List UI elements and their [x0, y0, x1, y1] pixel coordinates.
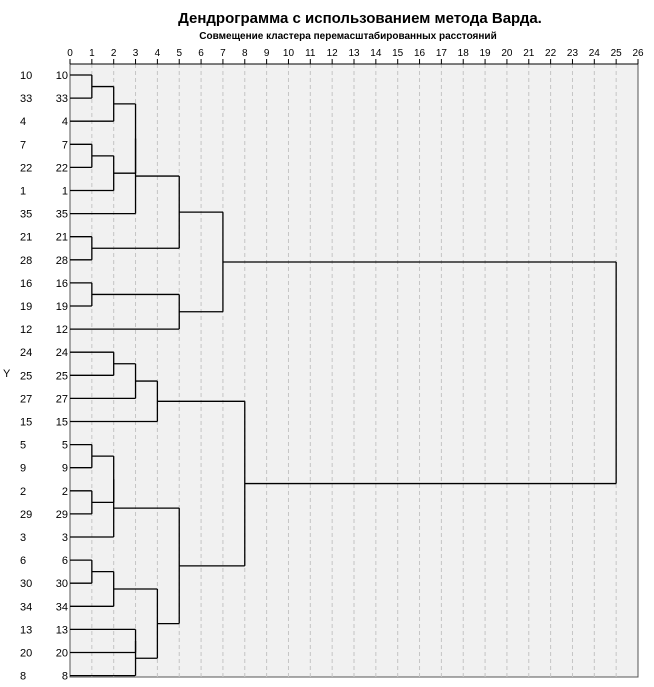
- x-tick-label: 8: [242, 48, 248, 59]
- x-tick-label: 10: [283, 48, 295, 59]
- leaf-label-outer: 25: [20, 370, 32, 382]
- x-tick-label: 5: [176, 48, 182, 59]
- x-tick-label: 17: [436, 48, 448, 59]
- leaf-label-inner: 10: [56, 70, 68, 82]
- x-tick-label: 21: [523, 48, 535, 59]
- leaf-label-outer: 33: [20, 93, 32, 105]
- leaf-label-inner: 35: [56, 209, 68, 221]
- leaf-label-inner: 20: [56, 648, 68, 660]
- leaf-label-outer: 30: [20, 578, 32, 590]
- leaf-label-inner: 29: [56, 509, 68, 521]
- leaf-label-inner: 4: [62, 116, 68, 128]
- leaf-label-inner: 5: [62, 440, 68, 452]
- x-tick-label: 0: [67, 48, 73, 59]
- leaf-label-inner: 30: [56, 578, 68, 590]
- leaf-label-inner: 28: [56, 255, 68, 267]
- x-tick-label: 22: [545, 48, 557, 59]
- leaf-label-outer: 9: [20, 463, 26, 475]
- x-tick-label: 25: [611, 48, 623, 59]
- leaf-label-inner: 2: [62, 486, 68, 498]
- leaf-label-outer: 8: [20, 671, 26, 683]
- x-tick-label: 23: [567, 48, 579, 59]
- leaf-label-inner: 12: [56, 324, 68, 336]
- leaf-label-outer: 7: [20, 139, 26, 151]
- x-tick-label: 7: [220, 48, 226, 59]
- x-tick-label: 14: [370, 48, 382, 59]
- leaf-label-inner: 9: [62, 463, 68, 475]
- chart-title: Дендрограмма с использованием метода Вар…: [178, 10, 542, 27]
- leaf-label-outer: 15: [20, 417, 32, 429]
- leaf-label-outer: 21: [20, 232, 32, 244]
- leaf-label-inner: 16: [56, 278, 68, 290]
- x-tick-label: 2: [111, 48, 117, 59]
- leaf-label-inner: 25: [56, 370, 68, 382]
- plot-area: [69, 63, 639, 678]
- leaf-label-inner: 22: [56, 162, 68, 174]
- x-tick-label: 1: [89, 48, 95, 59]
- leaf-label-outer: 5: [20, 440, 26, 452]
- leaf-label-inner: 19: [56, 301, 68, 313]
- leaf-label-outer: 19: [20, 301, 32, 313]
- leaf-label-outer: 12: [20, 324, 32, 336]
- x-tick-label: 18: [458, 48, 470, 59]
- leaf-label-inner: 21: [56, 232, 68, 244]
- leaf-label-inner: 3: [62, 532, 68, 544]
- x-tick-label: 26: [632, 48, 644, 59]
- x-tick-label: 20: [501, 48, 513, 59]
- leaf-label-outer: 4: [20, 116, 26, 128]
- x-tick-label: 11: [305, 48, 316, 59]
- leaf-label-outer: 35: [20, 209, 32, 221]
- x-tick-label: 3: [133, 48, 139, 59]
- leaf-label-inner: 33: [56, 93, 68, 105]
- leaf-label-inner: 6: [62, 555, 68, 567]
- x-tick-label: 13: [348, 48, 360, 59]
- leaf-label-outer: 16: [20, 278, 32, 290]
- x-tick-label: 24: [589, 48, 601, 59]
- leaf-label-outer: 13: [20, 624, 32, 636]
- x-tick-label: 9: [264, 48, 270, 59]
- leaf-label-outer: 3: [20, 532, 26, 544]
- leaf-label-inner: 27: [56, 393, 68, 405]
- x-tick-label: 19: [480, 48, 492, 59]
- leaf-label-outer: 22: [20, 162, 32, 174]
- x-tick-label: 4: [155, 48, 161, 59]
- leaf-label-outer: 10: [20, 70, 32, 82]
- leaf-label-outer: 29: [20, 509, 32, 521]
- x-tick-label: 15: [392, 48, 404, 59]
- x-axis-label: Совмещение кластера перемасштабированных…: [199, 31, 497, 42]
- leaf-label-outer: 20: [20, 648, 32, 660]
- leaf-label-outer: 34: [20, 601, 32, 613]
- x-tick-label: 6: [198, 48, 204, 59]
- leaf-label-outer: 6: [20, 555, 26, 567]
- leaf-label-inner: 15: [56, 417, 68, 429]
- leaf-label-outer: 28: [20, 255, 32, 267]
- leaf-label-outer: 1: [20, 186, 26, 198]
- leaf-label-outer: 2: [20, 486, 26, 498]
- x-tick-label: 12: [327, 48, 339, 59]
- leaf-label-inner: 7: [62, 139, 68, 151]
- leaf-label-inner: 8: [62, 671, 68, 683]
- y-axis-label: Y: [3, 368, 11, 380]
- leaf-label-inner: 24: [56, 347, 68, 359]
- leaf-label-inner: 13: [56, 624, 68, 636]
- leaf-label-outer: 24: [20, 347, 32, 359]
- leaf-label-inner: 34: [56, 601, 68, 613]
- x-tick-label: 16: [414, 48, 426, 59]
- leaf-label-inner: 1: [62, 186, 68, 198]
- leaf-label-outer: 27: [20, 393, 32, 405]
